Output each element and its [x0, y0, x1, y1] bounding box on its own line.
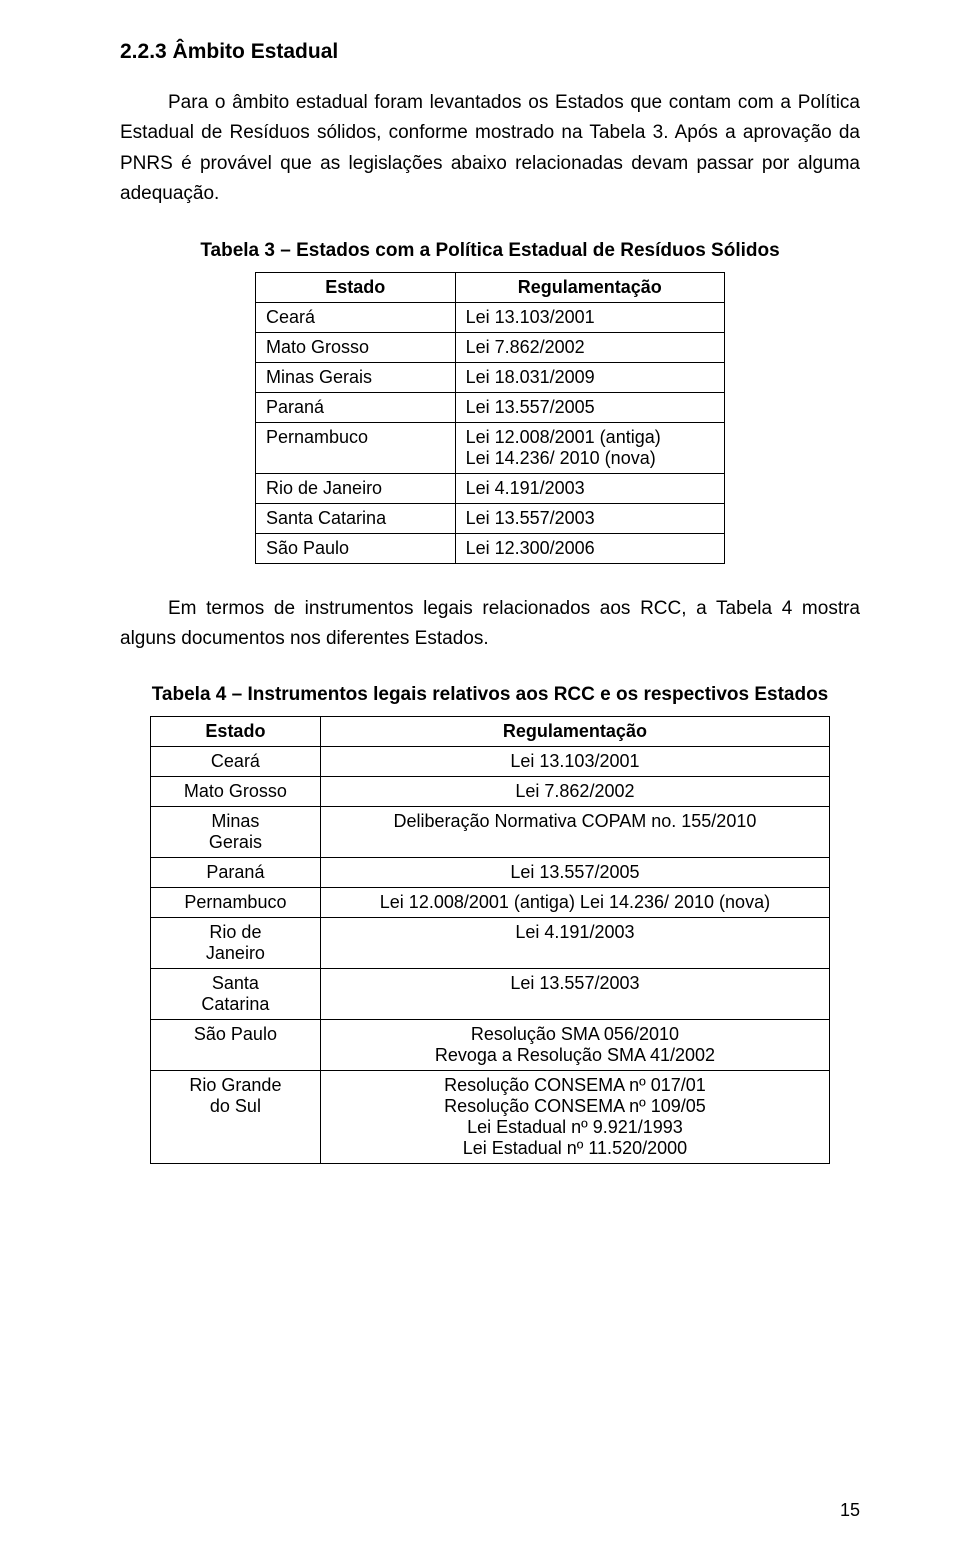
table1: Estado Regulamentação Ceará Lei 13.103/2… — [255, 272, 725, 564]
table-cell: Lei 12.300/2006 — [455, 533, 724, 563]
table-cell: São Paulo — [151, 1020, 321, 1071]
table-row: Santa Catarina Lei 13.557/2003 — [256, 503, 725, 533]
table-row: Paraná Lei 13.557/2005 — [256, 392, 725, 422]
table1-caption: Tabela 3 – Estados com a Política Estadu… — [120, 240, 860, 262]
table-cell: Lei 13.557/2003 — [455, 503, 724, 533]
table-row: São Paulo Resolução SMA 056/2010 Revoga … — [151, 1020, 830, 1071]
table-cell: Rio Grande do Sul — [151, 1071, 321, 1164]
table-cell: Santa Catarina — [256, 503, 456, 533]
table2-header-reg: Regulamentação — [320, 717, 829, 747]
table-cell: Santa Catarina — [151, 969, 321, 1020]
table2-caption: Tabela 4 – Instrumentos legais relativos… — [120, 684, 860, 706]
table-row: Ceará Lei 13.103/2001 — [151, 747, 830, 777]
table2: Estado Regulamentação Ceará Lei 13.103/2… — [150, 716, 830, 1164]
table-cell: Resolução CONSEMA nº 017/01 Resolução CO… — [320, 1071, 829, 1164]
table-row: Rio Grande do Sul Resolução CONSEMA nº 0… — [151, 1071, 830, 1164]
table1-header-estado: Estado — [256, 272, 456, 302]
table-row: Mato Grosso Lei 7.862/2002 — [151, 777, 830, 807]
table-cell: Lei 4.191/2003 — [320, 918, 829, 969]
intro-paragraph: Para o âmbito estadual foram levantados … — [120, 88, 860, 210]
table-row: Mato Grosso Lei 7.862/2002 — [256, 332, 725, 362]
table-header-row: Estado Regulamentação — [256, 272, 725, 302]
table-cell: Lei 18.031/2009 — [455, 362, 724, 392]
table-cell: Rio de Janeiro — [256, 473, 456, 503]
table-cell: Ceará — [256, 302, 456, 332]
table-row: São Paulo Lei 12.300/2006 — [256, 533, 725, 563]
section-heading: 2.2.3 Âmbito Estadual — [120, 40, 860, 64]
table-cell: Mato Grosso — [151, 777, 321, 807]
table-cell: Mato Grosso — [256, 332, 456, 362]
table-cell: Lei 13.557/2005 — [320, 858, 829, 888]
table-row: Paraná Lei 13.557/2005 — [151, 858, 830, 888]
table-header-row: Estado Regulamentação — [151, 717, 830, 747]
table-row: Minas Gerais Deliberação Normativa COPAM… — [151, 807, 830, 858]
table-cell: Lei 13.557/2005 — [455, 392, 724, 422]
table-cell: Paraná — [256, 392, 456, 422]
table-cell: Lei 7.862/2002 — [320, 777, 829, 807]
table-cell: Deliberação Normativa COPAM no. 155/2010 — [320, 807, 829, 858]
table-cell: Pernambuco — [256, 422, 456, 473]
table-row: Santa Catarina Lei 13.557/2003 — [151, 969, 830, 1020]
table-cell: Pernambuco — [151, 888, 321, 918]
table-row: Ceará Lei 13.103/2001 — [256, 302, 725, 332]
table-cell: Lei 13.557/2003 — [320, 969, 829, 1020]
table-cell: Lei 7.862/2002 — [455, 332, 724, 362]
table2-header-estado: Estado — [151, 717, 321, 747]
page-number: 15 — [840, 1500, 860, 1521]
table-cell: Minas Gerais — [151, 807, 321, 858]
table-cell: Ceará — [151, 747, 321, 777]
table-cell: Lei 12.008/2001 (antiga) Lei 14.236/ 201… — [320, 888, 829, 918]
table-cell: Lei 12.008/2001 (antiga) Lei 14.236/ 201… — [455, 422, 724, 473]
table-cell: Minas Gerais — [256, 362, 456, 392]
table-row: Pernambuco Lei 12.008/2001 (antiga) Lei … — [256, 422, 725, 473]
table-row: Pernambuco Lei 12.008/2001 (antiga) Lei … — [151, 888, 830, 918]
table1-header-reg: Regulamentação — [455, 272, 724, 302]
middle-paragraph: Em termos de instrumentos legais relacio… — [120, 594, 860, 655]
table-cell: São Paulo — [256, 533, 456, 563]
table-row: Rio de Janeiro Lei 4.191/2003 — [256, 473, 725, 503]
table-cell: Rio de Janeiro — [151, 918, 321, 969]
table-row: Rio de Janeiro Lei 4.191/2003 — [151, 918, 830, 969]
table-row: Minas Gerais Lei 18.031/2009 — [256, 362, 725, 392]
table-cell: Lei 13.103/2001 — [455, 302, 724, 332]
table-cell: Lei 13.103/2001 — [320, 747, 829, 777]
table-cell: Resolução SMA 056/2010 Revoga a Resoluçã… — [320, 1020, 829, 1071]
table-cell: Lei 4.191/2003 — [455, 473, 724, 503]
table-cell: Paraná — [151, 858, 321, 888]
